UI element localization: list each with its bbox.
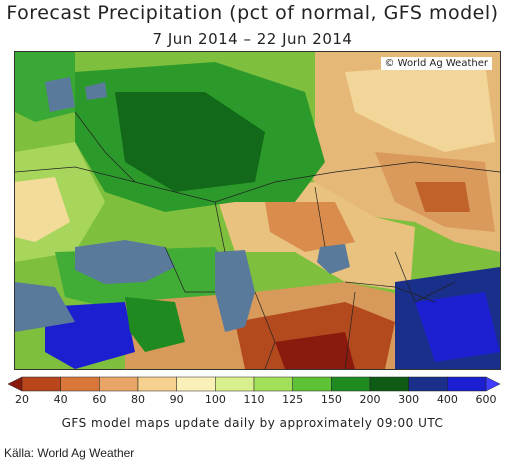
map-title: Forecast Precipitation (pct of normal, G… bbox=[6, 2, 499, 24]
colorbar-svg bbox=[7, 376, 501, 392]
colorbar-ticks: 20 40 60 80 90 100 110 125 150 200 300 400 600 bbox=[8, 393, 500, 407]
colorbar-segment bbox=[99, 376, 139, 392]
mediterranean-sea bbox=[15, 282, 75, 332]
near-normal-west bbox=[15, 177, 70, 242]
map-canvas bbox=[15, 52, 500, 369]
colorbar-tick-label: 200 bbox=[359, 393, 381, 406]
colorbar-tick-label: 600 bbox=[475, 393, 497, 406]
colorbar-tick-label: 150 bbox=[320, 393, 342, 406]
very-wet-region bbox=[115, 92, 265, 192]
colorbar-tick-label: 400 bbox=[436, 393, 458, 406]
colorbar-segment bbox=[21, 376, 61, 392]
colorbar-segment bbox=[408, 376, 448, 392]
colorbar-segment bbox=[292, 376, 332, 392]
colorbar-tick-label: 40 bbox=[53, 393, 68, 406]
colorbar-segment bbox=[253, 376, 293, 392]
very-wet-southeast bbox=[415, 292, 500, 362]
dry-patch-central bbox=[265, 202, 355, 252]
precipitation-map: © World Ag Weather bbox=[14, 51, 501, 370]
very-dry-patch bbox=[415, 182, 470, 212]
colorbar-tick-label: 60 bbox=[92, 393, 107, 406]
aral-sea bbox=[317, 244, 350, 274]
colorbar-tick-label: 80 bbox=[131, 393, 145, 406]
country-borders bbox=[15, 111, 500, 369]
colorbar-arrow-left bbox=[7, 376, 23, 392]
colorbar-segment bbox=[215, 376, 255, 392]
colorbar-segment bbox=[60, 376, 100, 392]
colorbar-tick-label: 110 bbox=[243, 393, 265, 406]
baltic-sea bbox=[45, 77, 75, 112]
credit-label: © World Ag Weather bbox=[380, 57, 492, 70]
colorbar-tick-label: 100 bbox=[204, 393, 226, 406]
very-dry-region-south bbox=[235, 302, 395, 369]
extreme-dry-patch bbox=[275, 332, 355, 369]
colorbar-tick-label: 300 bbox=[398, 393, 420, 406]
colorbar-tick-label: 20 bbox=[15, 393, 29, 406]
wet-region-turkey bbox=[125, 297, 185, 352]
date-range: 7 Jun 2014 – 22 Jun 2014 bbox=[152, 30, 353, 48]
colorbar-segment bbox=[176, 376, 216, 392]
colorbar-segment bbox=[137, 376, 177, 392]
colorbar-segment bbox=[369, 376, 409, 392]
colorbar-segment bbox=[447, 376, 487, 392]
caspian-sea bbox=[215, 250, 255, 332]
black-sea bbox=[75, 240, 175, 284]
update-note: GFS model maps update daily by approxima… bbox=[61, 416, 444, 430]
colorbar-tick-label: 125 bbox=[282, 393, 304, 406]
gulf-of-finland bbox=[85, 82, 107, 100]
near-normal-region bbox=[345, 62, 495, 152]
colorbar-tick-label: 90 bbox=[169, 393, 184, 406]
colorbar-arrow-right bbox=[485, 376, 501, 392]
source-caption: Källa: World Ag Weather bbox=[4, 446, 135, 460]
colorbar: 20 40 60 80 90 100 110 125 150 200 300 400 600 bbox=[7, 375, 501, 411]
colorbar-segment bbox=[331, 376, 371, 392]
